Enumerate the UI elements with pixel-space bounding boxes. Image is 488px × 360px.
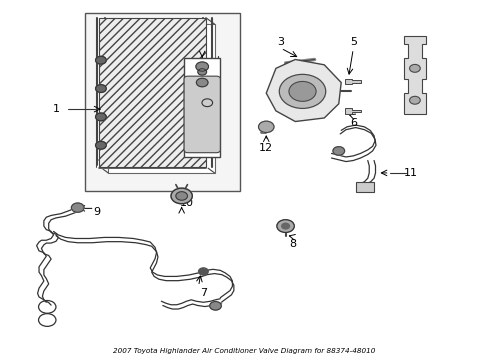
Text: 3: 3	[277, 37, 284, 47]
Circle shape	[95, 113, 106, 121]
Circle shape	[198, 268, 208, 275]
Circle shape	[95, 141, 106, 149]
Text: 1: 1	[52, 104, 60, 114]
Circle shape	[196, 62, 208, 71]
Circle shape	[288, 81, 315, 101]
Text: 8: 8	[289, 239, 296, 249]
Circle shape	[276, 220, 294, 233]
Polygon shape	[265, 59, 341, 122]
Circle shape	[202, 99, 212, 107]
Circle shape	[281, 223, 289, 229]
Text: 11: 11	[404, 168, 417, 178]
Circle shape	[209, 302, 221, 310]
Circle shape	[95, 85, 106, 93]
Circle shape	[279, 75, 325, 108]
Circle shape	[258, 121, 273, 132]
Circle shape	[409, 64, 419, 72]
Bar	[355, 183, 373, 192]
Circle shape	[171, 188, 192, 204]
Circle shape	[198, 69, 206, 75]
Circle shape	[95, 56, 106, 64]
Text: 2007 Toyota Highlander Air Conditioner Valve Diagram for 88374-48010: 2007 Toyota Highlander Air Conditioner V…	[113, 347, 375, 354]
Text: 6: 6	[349, 118, 356, 128]
Circle shape	[196, 78, 207, 87]
Text: 9: 9	[93, 207, 101, 217]
Text: 12: 12	[259, 143, 273, 153]
Text: 10: 10	[179, 198, 193, 208]
Text: 4: 4	[419, 37, 426, 47]
Polygon shape	[403, 36, 425, 114]
Circle shape	[409, 96, 419, 104]
Circle shape	[71, 203, 84, 212]
Text: 2: 2	[214, 58, 221, 68]
Polygon shape	[99, 18, 205, 167]
Bar	[85, 13, 239, 191]
Bar	[183, 58, 220, 157]
Polygon shape	[108, 24, 214, 173]
Polygon shape	[344, 78, 360, 84]
Text: 7: 7	[200, 288, 206, 298]
Circle shape	[176, 192, 187, 200]
Text: 5: 5	[349, 37, 356, 47]
FancyBboxPatch shape	[183, 76, 220, 153]
Circle shape	[332, 147, 344, 155]
Polygon shape	[344, 108, 360, 114]
